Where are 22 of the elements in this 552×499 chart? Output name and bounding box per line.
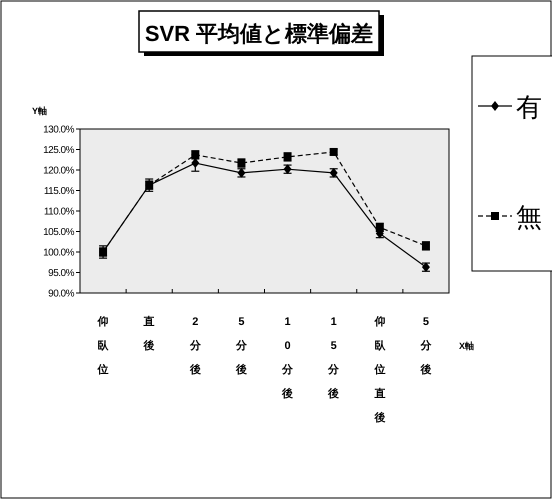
y-tick-label: 125.0% xyxy=(43,145,75,156)
y-tick-label: 105.0% xyxy=(43,227,75,238)
x-tick-label: 5分後 xyxy=(419,316,432,376)
legend-label: 有 xyxy=(516,92,542,122)
y-tick-label: 115.0% xyxy=(44,186,75,197)
x-tick-label: 仰臥位 xyxy=(96,316,110,376)
y-axis-title: Y軸 xyxy=(32,106,48,116)
y-tick-label: 90.0% xyxy=(48,288,75,300)
y-tick-label: 110.0% xyxy=(44,206,75,218)
x-tick-label: 仰臥位直後 xyxy=(373,316,386,424)
x-tick-label: 直後 xyxy=(142,315,155,352)
y-tick-label: 130.0% xyxy=(43,124,75,136)
x-tick-label: 2分後 xyxy=(188,316,202,376)
x-axis-title: X軸 xyxy=(459,341,474,351)
y-tick-label: 95.0% xyxy=(48,268,75,279)
x-tick-label: 5分後 xyxy=(234,316,248,376)
x-tick-label: 10分後 xyxy=(281,316,294,400)
chart-title: SVR 平均値と標準偏差 xyxy=(144,21,374,46)
x-tick-label: 15分後 xyxy=(327,316,340,400)
legend-label: 無 xyxy=(516,202,542,232)
y-tick-label: 120.0% xyxy=(43,166,75,176)
y-tick-label: 100.0% xyxy=(43,248,75,258)
